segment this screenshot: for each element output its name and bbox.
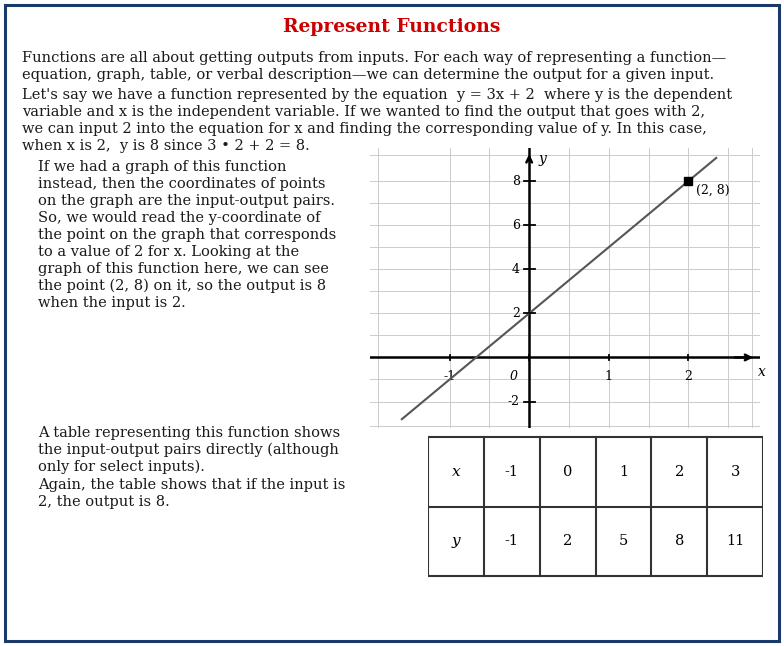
Text: y: y — [539, 152, 546, 167]
Text: variable and x is the independent variable. If we wanted to find the output that: variable and x is the independent variab… — [22, 105, 705, 119]
Text: 4: 4 — [512, 263, 520, 276]
Text: only for select inputs).: only for select inputs). — [38, 460, 205, 474]
Text: on the graph are the input-output pairs.: on the graph are the input-output pairs. — [38, 194, 335, 208]
Text: 11: 11 — [726, 534, 744, 548]
Text: 2, the output is 8.: 2, the output is 8. — [38, 495, 170, 509]
Text: x: x — [452, 464, 460, 479]
Text: 2: 2 — [674, 464, 684, 479]
Text: 2: 2 — [684, 370, 692, 382]
Text: 0: 0 — [563, 464, 572, 479]
Text: 1: 1 — [604, 370, 613, 382]
Text: Again, the table shows that if the input is: Again, the table shows that if the input… — [38, 478, 346, 492]
Text: the point (2, 8) on it, so the output is 8: the point (2, 8) on it, so the output is… — [38, 279, 326, 293]
Text: we can input 2 into the equation for x and finding the corresponding value of y.: we can input 2 into the equation for x a… — [22, 122, 707, 136]
Text: equation, graph, table, or verbal description—we can determine the output for a : equation, graph, table, or verbal descri… — [22, 68, 714, 82]
Text: 6: 6 — [512, 218, 520, 232]
Text: 5: 5 — [619, 534, 628, 548]
Text: Let's say we have a function represented by the equation  y = 3x + 2  where y is: Let's say we have a function represented… — [22, 88, 732, 102]
Text: graph of this function here, we can see: graph of this function here, we can see — [38, 262, 328, 276]
Text: If we had a graph of this function: If we had a graph of this function — [38, 160, 286, 174]
Text: 3: 3 — [731, 464, 740, 479]
Text: 8: 8 — [512, 174, 520, 187]
Text: to a value of 2 for x. Looking at the: to a value of 2 for x. Looking at the — [38, 245, 299, 259]
Text: when x is 2,  y is 8 since 3 • 2 + 2 = 8.: when x is 2, y is 8 since 3 • 2 + 2 = 8. — [22, 139, 310, 153]
Text: the point on the graph that corresponds: the point on the graph that corresponds — [38, 228, 336, 242]
Text: 8: 8 — [674, 534, 684, 548]
Text: 2: 2 — [512, 307, 520, 320]
Text: So, we would read the y-coordinate of: So, we would read the y-coordinate of — [38, 211, 321, 225]
Text: when the input is 2.: when the input is 2. — [38, 296, 186, 310]
Text: the input-output pairs directly (although: the input-output pairs directly (althoug… — [38, 443, 339, 457]
Text: y: y — [452, 534, 460, 548]
Text: -1: -1 — [444, 370, 456, 382]
Text: 0: 0 — [510, 370, 517, 382]
Text: -1: -1 — [505, 534, 519, 548]
Text: x: x — [758, 365, 766, 379]
FancyBboxPatch shape — [5, 5, 779, 641]
Text: (2, 8): (2, 8) — [696, 183, 730, 196]
Text: Functions are all about getting outputs from inputs. For each way of representin: Functions are all about getting outputs … — [22, 51, 726, 65]
Text: 1: 1 — [619, 464, 628, 479]
Text: 2: 2 — [563, 534, 572, 548]
Text: -2: -2 — [507, 395, 520, 408]
Text: instead, then the coordinates of points: instead, then the coordinates of points — [38, 177, 325, 191]
Text: -1: -1 — [505, 464, 519, 479]
Text: Represent Functions: Represent Functions — [283, 18, 501, 36]
Text: A table representing this function shows: A table representing this function shows — [38, 426, 340, 440]
